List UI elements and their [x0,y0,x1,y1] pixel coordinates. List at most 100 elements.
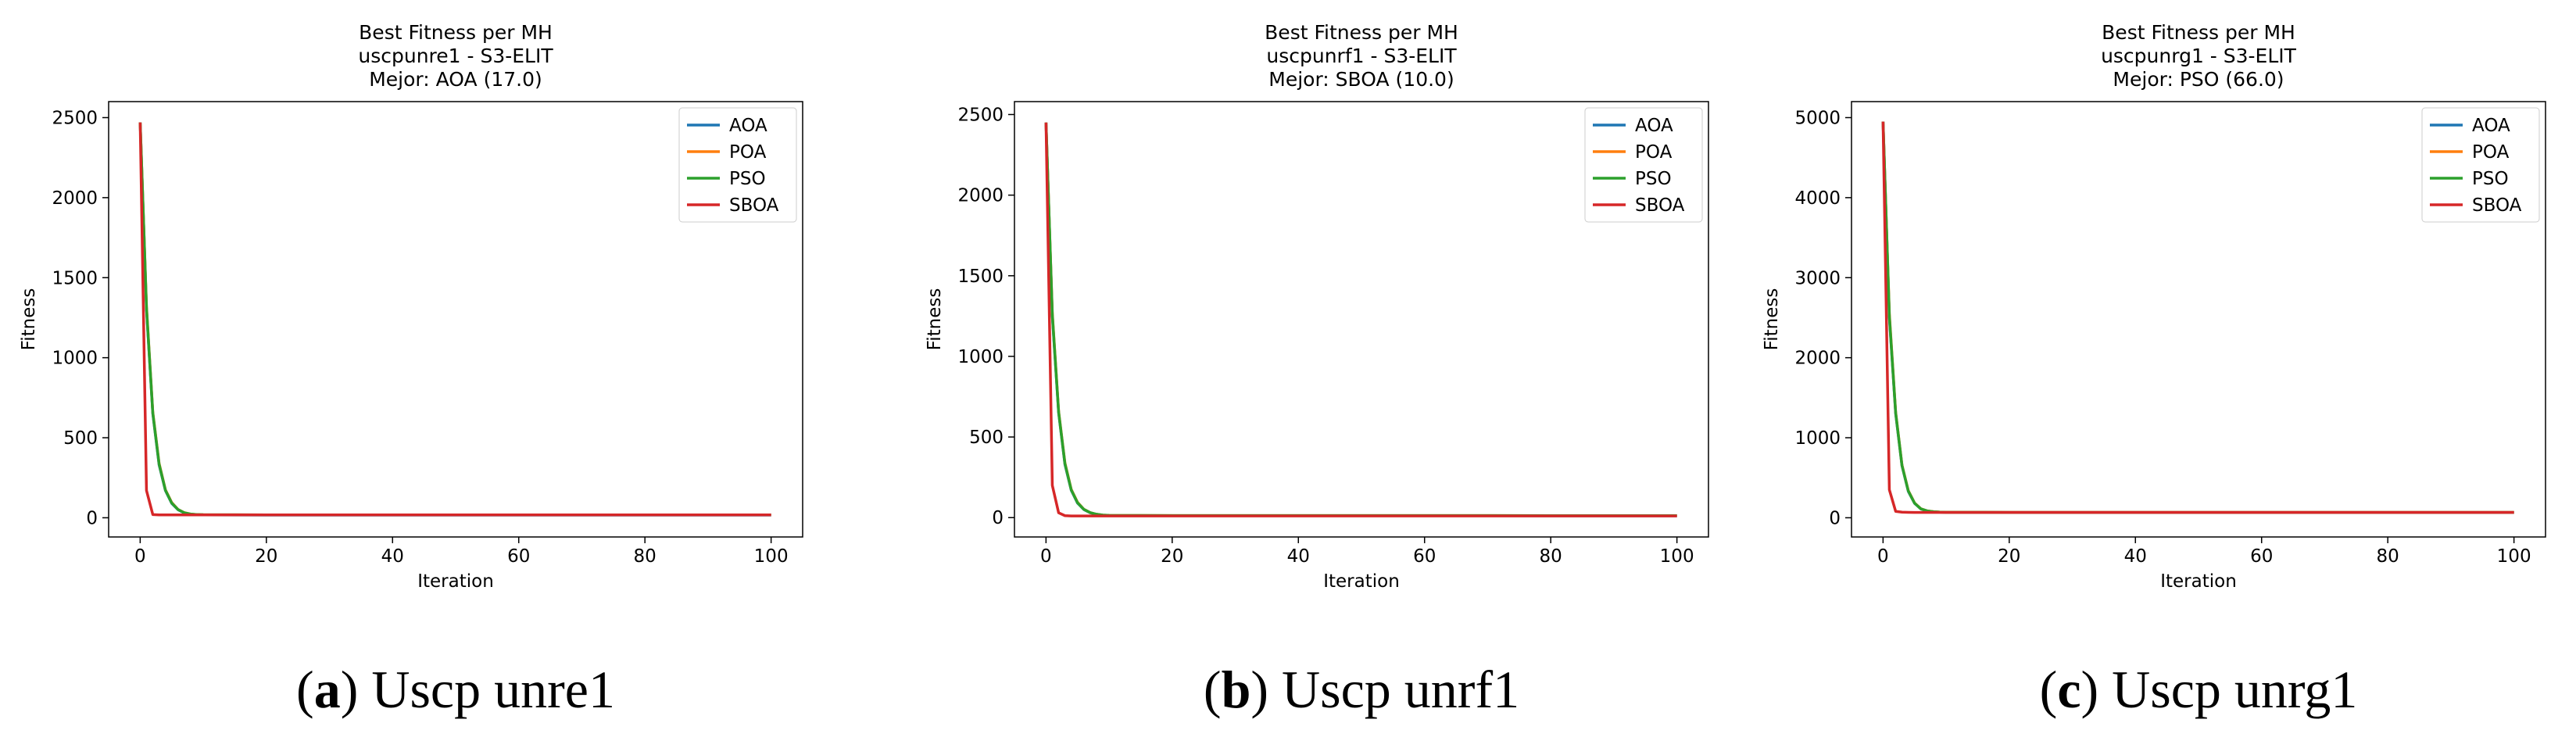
chart-annotation: Mejor: AOA (17.0) [369,68,542,91]
y-tick-label: 5000 [1794,108,1841,128]
series-line [1881,121,2514,514]
x-tick-label: 40 [1287,546,1310,567]
y-axis-label: Fitness [925,288,945,351]
chart-title: Best Fitness per MH [1265,21,1458,44]
x-tick-label: 80 [1540,546,1562,567]
x-axis-label: Iteration [2160,571,2237,592]
y-tick-label: 1500 [52,268,98,288]
y-tick-label: 2500 [957,106,1004,126]
caption: (b) Uscp unrf1 [1204,660,1519,719]
x-tick-label: 20 [255,546,277,567]
y-tick-label: 1000 [1794,428,1841,449]
x-tick-label: 100 [754,546,789,567]
series-line [1881,121,2514,514]
x-tick-label: 0 [1877,546,1889,567]
legend-label: PSO [1635,169,1672,189]
y-tick-label: 0 [992,508,1004,528]
legend-box [678,107,797,223]
y-tick-label: 2000 [1794,349,1841,369]
x-tick-label: 100 [1660,546,1694,567]
caption-text: Uscp unrg1 [2112,660,2357,719]
chart-subtitle: uscpunrg1 - S3-ELIT [2101,45,2297,67]
caption-label: c [2057,660,2080,719]
legend-label: AOA [2472,116,2510,136]
caption-paren: ( [296,660,314,719]
caption-paren: ) [2081,660,2113,719]
x-tick-label: 0 [1040,546,1052,567]
y-tick-label: 1500 [957,267,1004,287]
y-tick-label: 3000 [1794,268,1841,288]
axes-frame [1851,101,2546,538]
y-tick-label: 4000 [1794,188,1841,209]
caption-paren: ) [341,660,372,719]
legend-label: POA [1635,142,1673,163]
series-line [138,122,771,517]
caption: (a) Uscp unre1 [296,660,615,719]
y-tick-label: 2000 [52,188,98,209]
legend-box [2421,107,2540,223]
legend-label: SBOA [1635,195,1685,216]
x-tick-label: 40 [381,546,404,567]
series-line [138,122,771,517]
chart-subtitle: uscpunrf1 - S3-ELIT [1266,45,1457,67]
axes-frame [1014,101,1709,538]
y-axis-label: Fitness [19,288,39,351]
legend-label: PSO [2472,169,2509,189]
series-line [138,122,771,517]
chart-annotation: Mejor: PSO (66.0) [2113,68,2284,91]
y-tick-label: 0 [86,508,98,528]
caption-paren: ( [1204,660,1222,719]
x-tick-label: 80 [2377,546,2399,567]
x-tick-label: 20 [1161,546,1183,567]
y-tick-label: 2500 [52,108,98,128]
series-line [1044,122,1677,517]
x-tick-label: 0 [134,546,146,567]
series-line [1881,121,2514,514]
chart-title: Best Fitness per MH [359,21,553,44]
legend-label: AOA [1635,116,1673,136]
legend-box [1584,107,1703,223]
series-line [1044,122,1677,517]
series-line [1044,122,1677,517]
x-tick-label: 60 [507,546,530,567]
y-axis-label: Fitness [1762,288,1782,351]
x-tick-label: 100 [2497,546,2531,567]
y-tick-label: 0 [1829,508,1841,528]
caption-paren: ) [1250,660,1282,719]
x-axis-label: Iteration [417,571,494,592]
y-tick-label: 1000 [957,347,1004,367]
caption-paren: ( [2040,660,2058,719]
x-tick-label: 80 [634,546,657,567]
chart-title: Best Fitness per MH [2102,21,2295,44]
caption-label: a [314,660,341,719]
caption-text: Uscp unrf1 [1282,660,1519,719]
y-tick-label: 500 [969,428,1004,448]
caption-text: Uscp unre1 [371,660,615,719]
x-tick-label: 60 [1413,546,1436,567]
y-tick-label: 1000 [52,349,98,369]
legend-label: POA [2472,142,2510,163]
legend-label: AOA [729,116,767,136]
x-tick-label: 60 [2250,546,2273,567]
y-tick-label: 500 [63,428,98,449]
x-tick-label: 20 [1998,546,2020,567]
caption: (c) Uscp unrg1 [2040,660,2358,719]
caption-label: b [1222,660,1251,719]
chart-annotation: Mejor: SBOA (10.0) [1268,68,1454,91]
legend-label: PSO [729,169,766,189]
series-line [138,122,771,517]
x-axis-label: Iteration [1323,571,1400,592]
chart-subtitle: uscpunre1 - S3-ELIT [358,45,553,67]
legend-label: POA [729,142,767,163]
legend-label: SBOA [2472,195,2522,216]
series-line [1044,122,1677,517]
x-tick-label: 40 [2124,546,2147,567]
legend-label: SBOA [729,195,779,216]
series-line [1881,121,2514,514]
axes-frame [108,101,803,538]
y-tick-label: 2000 [957,186,1004,206]
